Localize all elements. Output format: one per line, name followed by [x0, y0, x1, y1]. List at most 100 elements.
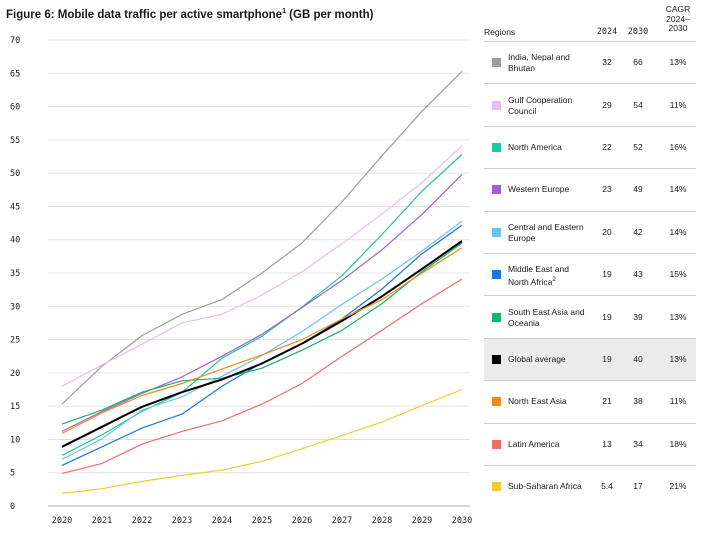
legend-row: North America 22 52 16% — [484, 125, 696, 169]
legend-row: Middle East and North Africa2 19 43 15% — [484, 253, 696, 296]
value-2024: 29 — [602, 99, 612, 110]
legend-row: India, Nepal and Bhutan 32 66 13% — [484, 41, 696, 84]
y-tick-label: 50 — [10, 169, 20, 179]
value-2030: 52 — [633, 141, 643, 152]
y-tick-label: 55 — [10, 136, 20, 146]
y-tick-label: 35 — [10, 269, 20, 279]
value-2024: 21 — [602, 396, 612, 407]
region-name: Sub-Saharan Africa — [508, 481, 588, 492]
series-line-south-east-asia-and-oceania — [61, 242, 463, 425]
region-name: Latin America — [508, 439, 588, 450]
legend-swatch — [492, 227, 501, 237]
x-tick-label: 2020 — [52, 516, 72, 526]
series-line-latin-america — [61, 278, 463, 474]
region-name: North East Asia — [508, 396, 588, 407]
legend-row: Western Europe 23 49 14% — [484, 168, 696, 211]
region-name: Global average — [508, 354, 588, 365]
value-2024: 20 — [602, 226, 612, 237]
value-2024: 32 — [602, 57, 612, 68]
x-tick-label: 2030 — [452, 516, 472, 526]
legend-swatch — [492, 397, 501, 407]
value-2024: 23 — [602, 184, 612, 195]
y-tick-label: 70 — [10, 36, 20, 46]
value-2030: 54 — [633, 99, 643, 110]
y-tick-label: 30 — [10, 302, 20, 312]
legend-row: North East Asia 21 38 11% — [484, 380, 696, 423]
header-2030: 2030 — [627, 27, 649, 37]
region-name: India, Nepal and Bhutan — [508, 52, 588, 74]
y-tick-label: 0 — [10, 502, 15, 512]
legend-swatch — [492, 354, 501, 364]
legend-row: Central and Eastern Europe 20 42 14% — [484, 210, 696, 254]
series-line-gulf-cooperation-council — [61, 145, 463, 387]
x-tick-label: 2029 — [412, 516, 432, 526]
legend-row: Gulf Cooperation Council 29 54 11% — [484, 83, 696, 126]
y-tick-label: 15 — [10, 402, 20, 412]
legend-row: Latin America 13 34 18% — [484, 422, 696, 466]
x-tick-label: 2021 — [92, 516, 112, 526]
value-2030: 40 — [633, 353, 643, 364]
region-name: North America — [508, 142, 588, 153]
value-cagr: 13% — [669, 353, 687, 364]
y-tick-label: 60 — [10, 103, 20, 113]
value-2030: 17 — [633, 481, 643, 492]
value-2024: 22 — [602, 141, 612, 152]
region-name: Middle East and North Africa2 — [508, 264, 588, 288]
y-axis-ticks: 0 5 10 15 20 25 30 35 40 45 50 55 60 65 70 — [10, 36, 20, 512]
series-line-india-nepal-and-bhutan — [61, 70, 463, 405]
header-cagr: CAGR 2024– 2030 — [659, 4, 697, 34]
series-lines — [61, 70, 463, 494]
region-name-text: Middle East and North Africa — [508, 264, 569, 288]
series-line-north-america — [61, 154, 463, 456]
region-footnote: 2 — [552, 277, 556, 284]
legend-swatch — [492, 270, 501, 280]
region-name-text: Western Europe — [508, 184, 570, 195]
region-name: South East Asia and Oceania — [508, 307, 588, 329]
y-tick-label: 25 — [10, 336, 20, 346]
x-tick-label: 2026 — [292, 516, 312, 526]
region-name-text: Central and Eastern Europe — [508, 221, 584, 243]
legend-table: Regions 2024 2030 CAGR 2024– 2030 India,… — [484, 0, 726, 536]
x-tick-label: 2028 — [372, 516, 392, 526]
x-tick-label: 2022 — [132, 516, 152, 526]
region-name-text: North East Asia — [508, 396, 567, 407]
region-name-text: North America — [508, 141, 562, 152]
chart-title-footnote: 1 — [282, 8, 286, 15]
value-2030: 42 — [633, 226, 643, 237]
y-tick-label: 5 — [10, 469, 15, 479]
series-line-sub-saharan-africa — [61, 388, 463, 494]
value-cagr: 13% — [669, 311, 687, 322]
value-cagr: 14% — [669, 184, 687, 195]
value-cagr: 11% — [669, 99, 687, 110]
region-name: Gulf Cooperation Council — [508, 95, 588, 117]
legend-row: South East Asia and Oceania 19 39 13% — [484, 295, 696, 338]
value-2030: 66 — [633, 57, 643, 68]
value-2024: 5.4 — [601, 481, 613, 492]
region-name-text: India, Nepal and Bhutan — [508, 52, 570, 74]
region-name-text: South East Asia and Oceania — [508, 306, 585, 328]
x-tick-label: 2023 — [172, 516, 192, 526]
gridlines — [48, 39, 470, 507]
series-line-global-average — [61, 240, 463, 448]
series-line-western-europe — [61, 174, 463, 432]
region-name: Western Europe — [508, 184, 588, 195]
value-cagr: 21% — [669, 481, 687, 492]
legend-row: Global average 19 40 13% — [484, 337, 696, 381]
legend-swatch — [492, 100, 501, 110]
y-tick-label: 20 — [10, 369, 20, 379]
chart-title-unit: (GB per month) — [285, 8, 374, 21]
value-2030: 34 — [633, 438, 643, 449]
legend-swatch — [492, 58, 501, 68]
value-2030: 43 — [633, 269, 643, 280]
x-axis-ticks: 2020 2021 2022 2023 2024 2025 2026 2027 2028 2029… — [52, 516, 472, 526]
series-line-north-east-asia — [61, 247, 463, 434]
y-tick-label: 10 — [10, 435, 20, 445]
value-2024: 19 — [602, 269, 612, 280]
series-line-middle-east-and-north-africa — [61, 224, 463, 466]
header-cagr-line1: CAGR — [665, 4, 691, 14]
value-cagr: 13% — [669, 57, 687, 68]
chart-title: Figure 6: Mobile data traffic per active… — [6, 8, 374, 21]
header-regions: Regions — [484, 27, 516, 37]
header-2024: 2024 — [596, 27, 618, 37]
